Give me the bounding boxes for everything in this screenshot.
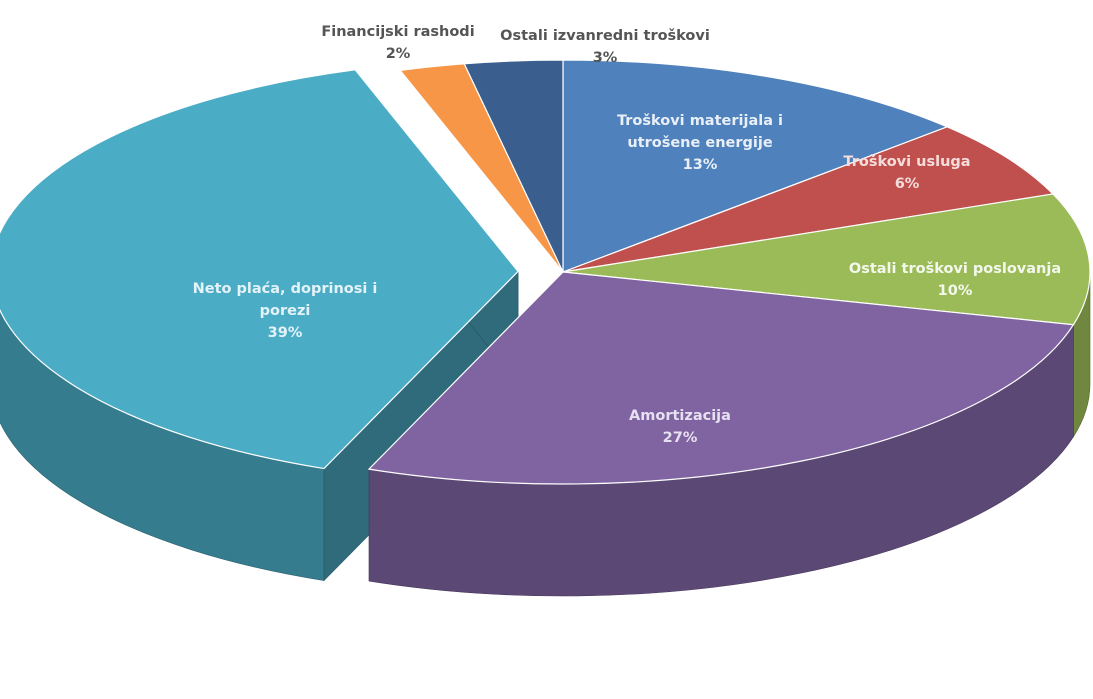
pie-slice-2 [562,126,1055,273]
pie-label-6: Financijski rashodi 2% [321,24,474,62]
pie-label-4: Amortizacija 27% [629,408,731,446]
pie-label-1: Troškovi materijala i utrošene energije 13… [617,113,783,173]
pie-label-7: Ostali izvanredni troškovi 3% [500,28,710,66]
pie-label-name: porezi [260,303,311,319]
pie-label-name: Troškovi usluga [843,154,970,170]
pie-labels: Troškovi materijala i utrošene energije 13… [193,24,1061,446]
pie-slice-3 [562,193,1091,326]
pie-label-percent: 39% [268,325,303,341]
pie-label-name: Amortizacija [629,408,731,424]
pie-label-5: Neto plaća, doprinosi i porezi 39% [193,281,378,341]
pie-label-3: Ostali troškovi poslovanja 10% [849,261,1061,299]
pie-slice-7 [463,59,564,273]
pie-label-name: utrošene energije [627,135,772,151]
pie-label-name: Financijski rashodi [321,24,474,40]
pie-slice-5 [0,69,519,470]
pie-label-percent: 10% [938,283,973,299]
pie-label-2: Troškovi usluga 6% [843,154,970,192]
pie-label-name: Neto plaća, doprinosi i [193,281,378,297]
pie-label-percent: 27% [663,430,698,446]
pie-label-name: Ostali troškovi poslovanja [849,261,1061,277]
pie-label-percent: 13% [683,157,718,173]
pie-label-percent: 6% [895,176,920,192]
pie-slice-1 [562,59,949,273]
pie-label-name: Troškovi materijala i [617,113,783,129]
pie-slice-4 [367,271,1075,485]
pie-label-percent: 2% [386,46,411,62]
pie-label-name: Ostali izvanredni troškovi [500,28,710,44]
pie-top-faces [0,59,1091,485]
pie-label-percent: 3% [593,50,618,66]
